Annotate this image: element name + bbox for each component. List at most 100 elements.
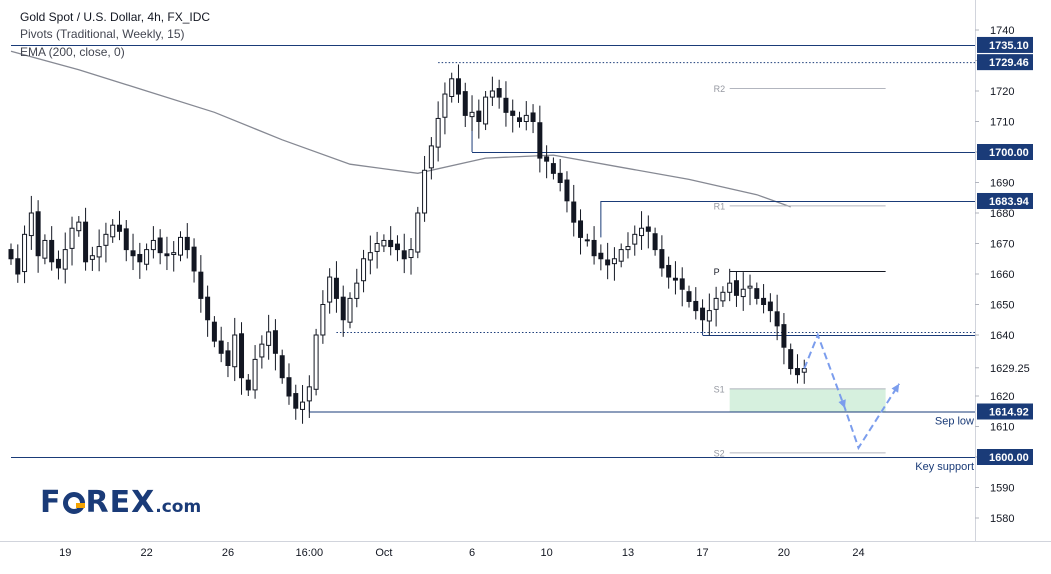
candle-body xyxy=(367,252,373,261)
candle-body xyxy=(89,255,95,260)
candle-body xyxy=(679,278,685,290)
candle-body xyxy=(618,249,624,262)
candle-body xyxy=(632,233,638,245)
candle-body xyxy=(564,179,570,202)
ema-indicator-label[interactable]: EMA (200, close, 0) xyxy=(20,45,125,59)
projection-arrowhead-up xyxy=(891,383,900,393)
price-tick-label: 1690 xyxy=(990,178,1014,190)
price-tick-label: 1680 xyxy=(990,208,1014,220)
projection-arrowhead-down xyxy=(838,399,846,409)
candle-body xyxy=(55,258,61,269)
price-label-box xyxy=(977,403,1033,420)
pivots-indicator-label[interactable]: Pivots (Traditional, Weekly, 15) xyxy=(20,27,185,41)
candle-body xyxy=(218,340,224,354)
candle-body xyxy=(205,296,211,321)
candle-body xyxy=(706,310,712,322)
candle-body xyxy=(517,117,522,122)
candle-body xyxy=(591,239,597,257)
candle-body xyxy=(306,386,312,402)
candle-body xyxy=(388,239,394,248)
candle-body xyxy=(333,277,339,299)
candle-body xyxy=(272,330,278,354)
candle-body xyxy=(394,243,400,251)
candle-body xyxy=(578,220,584,238)
time-axis: 19 22 26 16:00 Oct 6 10 13 17 20 24 xyxy=(59,547,865,559)
candle-body xyxy=(184,236,190,251)
candle-body xyxy=(700,307,706,321)
logo-text-f: F xyxy=(40,485,62,520)
price-tick-label: 1629.25 xyxy=(990,363,1030,375)
logo-o-icon xyxy=(62,492,85,514)
ema-200-line xyxy=(10,50,791,208)
candle-body xyxy=(761,297,767,305)
candle-body xyxy=(422,169,428,214)
ema-layer xyxy=(10,50,791,208)
logo-text-rex: REX xyxy=(85,485,156,520)
pivot-label-p: P xyxy=(714,267,720,277)
candle-body xyxy=(537,122,543,159)
candle-body xyxy=(510,110,516,116)
candle-body xyxy=(801,368,807,373)
candle-body xyxy=(428,145,434,169)
projection-layer xyxy=(803,332,901,451)
candle-body xyxy=(8,249,14,260)
candle-body xyxy=(489,90,495,98)
candle-body xyxy=(754,288,760,299)
candle-body xyxy=(381,239,387,247)
candle-body xyxy=(666,264,672,278)
candle-body xyxy=(469,111,475,118)
candle-body xyxy=(584,239,590,242)
candle-body xyxy=(103,233,109,246)
candle-body xyxy=(354,282,360,299)
candle-body xyxy=(408,249,414,259)
candle-body xyxy=(171,252,177,255)
price-tick-label: 1580 xyxy=(990,513,1014,525)
price-tick-label: 1660 xyxy=(990,269,1014,281)
candle-body xyxy=(252,358,258,391)
price-label-text: 1735.10 xyxy=(989,40,1029,52)
candle-body xyxy=(211,321,217,342)
candle-body xyxy=(49,239,55,263)
annotations-layer: Sep low Key support xyxy=(915,415,974,473)
candle-body xyxy=(110,224,116,238)
candle-body xyxy=(191,246,197,272)
candle-body xyxy=(164,253,170,257)
candle-body xyxy=(605,259,611,266)
candle-body xyxy=(598,252,604,260)
time-tick-label: 17 xyxy=(696,547,708,559)
time-tick-label: 13 xyxy=(622,547,634,559)
candle-body xyxy=(62,249,68,270)
price-label-text: 1700.00 xyxy=(989,147,1029,159)
candle-body xyxy=(76,221,82,232)
candle-body xyxy=(35,211,41,257)
candle-body xyxy=(96,246,102,258)
candle-body xyxy=(150,239,156,251)
candle-body xyxy=(625,246,631,251)
candle-body xyxy=(550,163,556,174)
candle-body xyxy=(767,301,773,312)
annotation-sep-low: Sep low xyxy=(935,415,974,427)
candle-body xyxy=(245,379,251,391)
price-tick-label: 1610 xyxy=(990,422,1014,434)
candle-body xyxy=(198,271,204,299)
time-tick-label: Oct xyxy=(375,547,392,559)
chart-title: Gold Spot / U.S. Dollar, 4h, FX_IDC xyxy=(20,10,211,24)
pivot-label-s1: S1 xyxy=(714,384,725,394)
price-tick-label: 1670 xyxy=(990,239,1014,251)
time-tick-label: 22 xyxy=(140,547,152,559)
candle-body xyxy=(374,243,380,252)
candle-body xyxy=(781,324,787,348)
price-tick-label: 1710 xyxy=(990,117,1014,129)
price-label-text: 1600.00 xyxy=(989,452,1029,464)
time-tick-label: 20 xyxy=(778,547,790,559)
candle-body xyxy=(347,297,353,323)
candle-body xyxy=(747,285,753,289)
price-tick-label: 1590 xyxy=(990,483,1014,495)
candle-body xyxy=(361,258,367,282)
projection-path xyxy=(803,332,901,451)
candle-body xyxy=(137,253,143,263)
time-tick-label: 24 xyxy=(852,547,864,559)
candle-body xyxy=(130,250,136,257)
candle-body xyxy=(476,110,482,122)
